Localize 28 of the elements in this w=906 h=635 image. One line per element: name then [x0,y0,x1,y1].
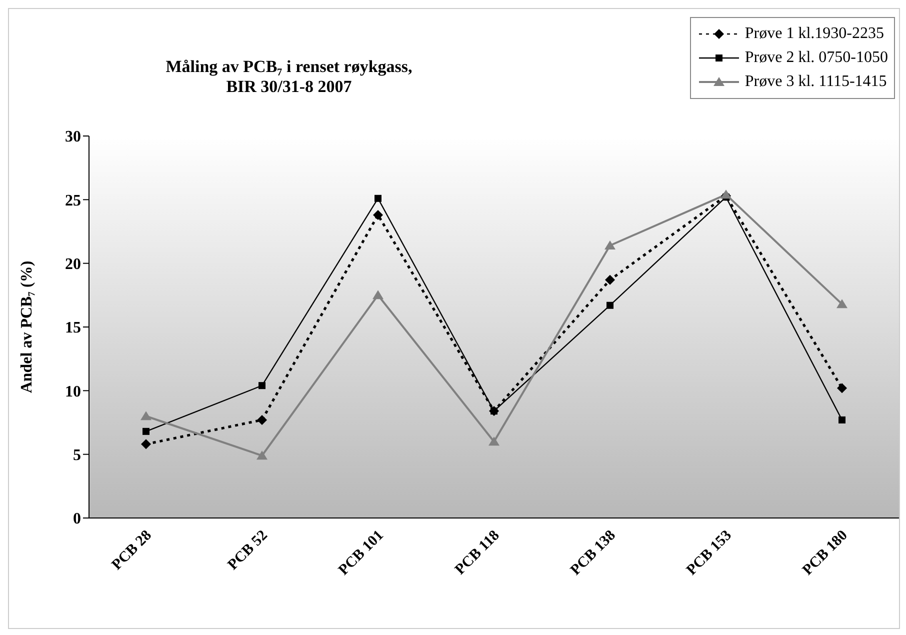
point [374,194,382,202]
legend-label: Prøve 2 kl. 0750-1050 [744,48,888,68]
point [140,411,152,420]
point [258,382,266,390]
point [256,450,268,460]
point [606,302,614,309]
y-tick-label: 5 [73,447,81,464]
y-tick-label: 10 [65,383,81,400]
point [605,274,615,285]
point [604,240,616,250]
point [837,383,847,394]
y-tick-label: 20 [65,256,81,274]
point [836,299,848,308]
point [142,428,150,435]
point [141,439,151,450]
point [372,290,384,300]
y-tick-label: 15 [65,320,81,337]
y-axis-title: Andel av PCB₇ (%) [18,260,36,394]
point [838,416,846,424]
y-tick-label: 0 [73,510,81,528]
point [488,436,500,446]
point [373,210,383,220]
y-tick-label: 25 [65,192,81,210]
y-tick-label: 30 [65,128,81,146]
legend-label: Prøve 3 kl. 1115-1415 [744,72,887,92]
chart-title: Måling av PCB₇ i renset røykgass, BIR 30/31-8 2007 [164,57,414,97]
point [257,414,267,425]
legend-label: Prøve 1 kl.1930-2235 [744,24,884,44]
